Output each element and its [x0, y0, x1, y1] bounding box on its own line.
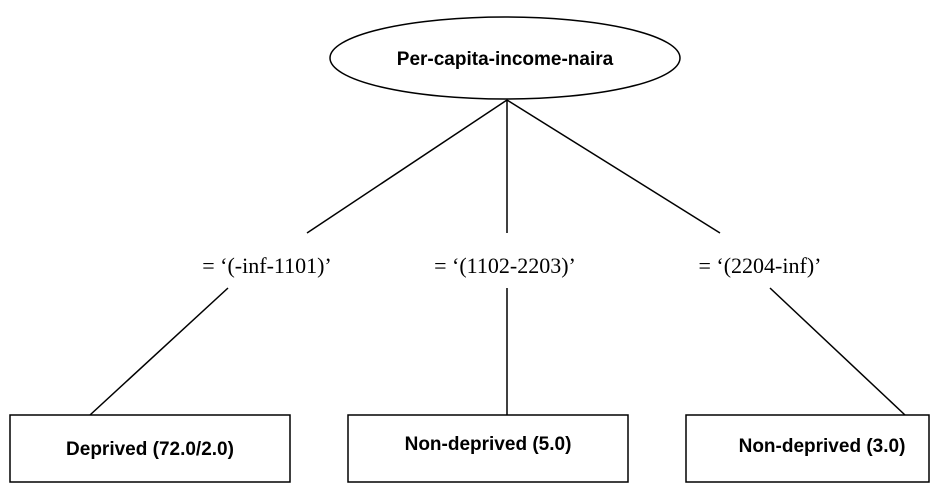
leaf-node	[347, 414, 629, 483]
edge-label: = ‘(1102-2203)’	[434, 253, 576, 278]
edge	[769, 287, 906, 416]
leaf-label: Non-deprived (3.0)	[739, 436, 906, 457]
edge	[506, 99, 721, 234]
edge-label: = ‘(-inf-1101)’	[202, 253, 332, 278]
leaf-label: Deprived (72.0/2.0)	[66, 439, 234, 460]
root-node	[329, 16, 681, 100]
leaf-node	[685, 414, 930, 483]
edge-label: = ‘(2204-inf)’	[699, 253, 822, 278]
leaf-node	[9, 414, 291, 483]
leaf-label: Non-deprived (5.0)	[405, 434, 572, 455]
edge	[89, 287, 229, 416]
root-label: Per-capita-income-naira	[397, 49, 614, 70]
edge	[306, 99, 508, 234]
